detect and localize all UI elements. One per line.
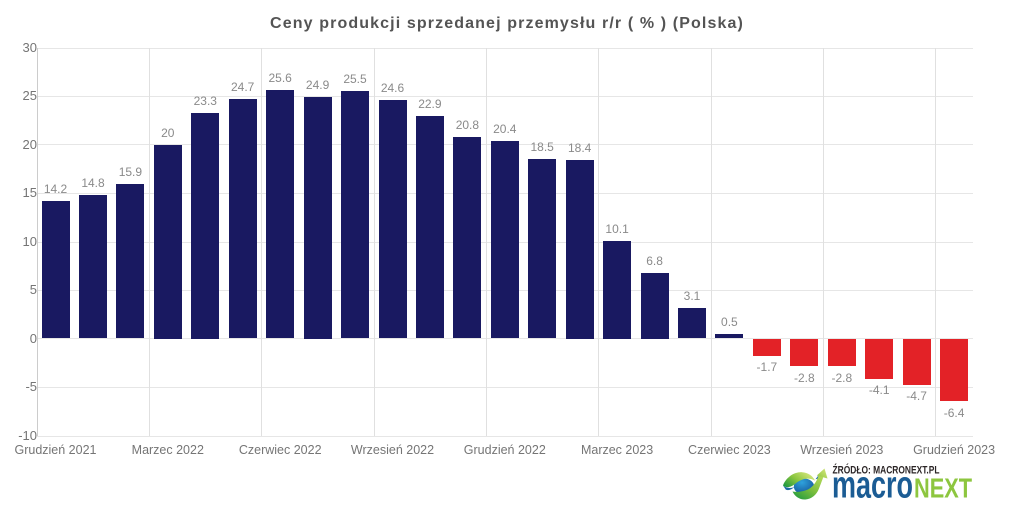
svg-text:macro: macro	[832, 465, 913, 507]
svg-text:NEXT: NEXT	[914, 473, 972, 504]
svg-text:ŹRÓDŁO: MACRONEXT.PL: ŹRÓDŁO: MACRONEXT.PL	[833, 464, 940, 477]
